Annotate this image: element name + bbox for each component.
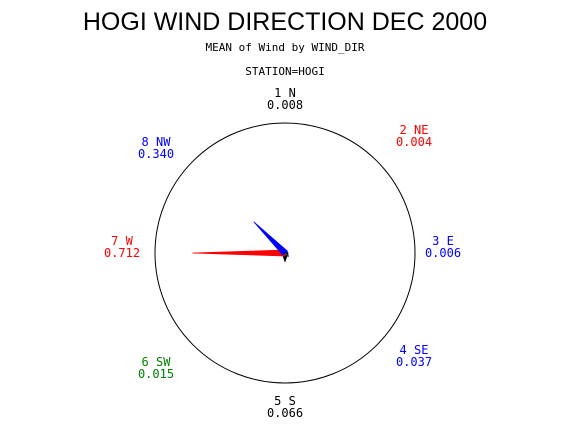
wedge-7-w xyxy=(192,249,286,257)
wedge-8-nw xyxy=(253,221,288,256)
chart-title: HOGI WIND DIRECTION DEC 2000 xyxy=(83,8,487,36)
direction-value: 0.008 xyxy=(267,98,303,112)
direction-value: 0.004 xyxy=(396,135,432,149)
direction-value: 0.066 xyxy=(267,406,303,420)
direction-value: 0.340 xyxy=(138,147,174,161)
direction-label: 2 NE xyxy=(400,123,429,137)
direction-label: 5 S xyxy=(274,394,296,408)
direction-value: 0.712 xyxy=(104,246,140,260)
direction-label: 3 E xyxy=(432,234,454,248)
direction-value: 0.037 xyxy=(396,355,432,369)
direction-label: 6 SW xyxy=(142,355,172,369)
chart-subtitle: MEAN of Wind by WIND_DIR xyxy=(206,41,365,54)
direction-label: 4 SE xyxy=(400,343,429,357)
direction-value: 0.015 xyxy=(138,367,174,381)
direction-label: 1 N xyxy=(274,86,296,100)
direction-value: 0.006 xyxy=(425,246,461,260)
direction-label: 8 NW xyxy=(142,135,172,149)
wind-wedges xyxy=(192,221,289,263)
direction-label: 7 W xyxy=(111,234,133,248)
station-label: STATION=HOGI xyxy=(245,65,324,78)
compass-circle xyxy=(154,122,416,384)
